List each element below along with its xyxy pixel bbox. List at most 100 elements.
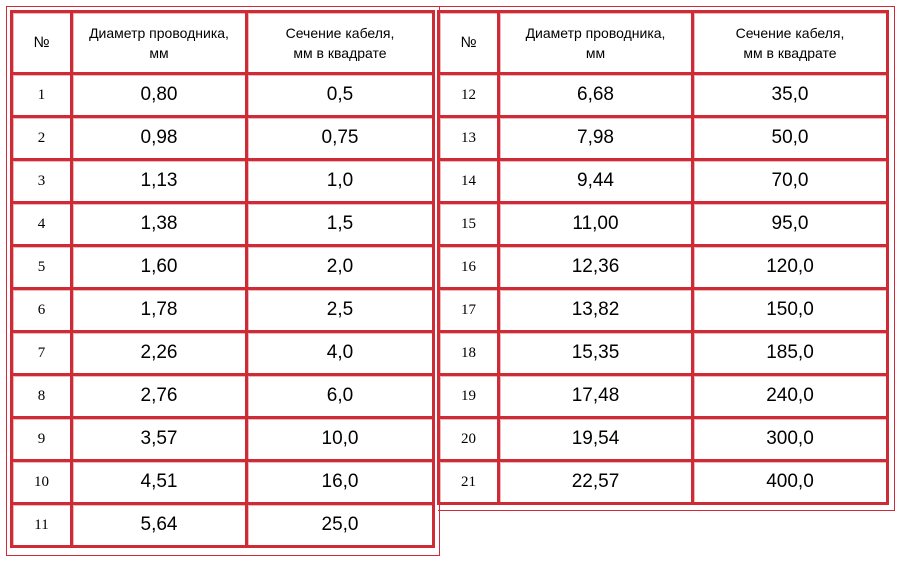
- section-value: 400,0: [694, 462, 889, 505]
- row-number: 7: [10, 333, 73, 376]
- table-row: 8 2,76 6,0: [10, 376, 435, 419]
- header-section-line1: Сечение кабеля,: [735, 24, 845, 41]
- diameter-value: 1,60: [73, 247, 248, 290]
- header-section-line1: Сечение кабеля,: [285, 24, 395, 41]
- header-number: №: [437, 10, 500, 75]
- header-section: Сечение кабеля, мм в квадрате: [694, 10, 889, 75]
- row-number: 2: [10, 118, 73, 161]
- table-row: 7 2,26 4,0: [10, 333, 435, 376]
- header-diameter-line1: Диаметр проводника,: [89, 24, 229, 41]
- table-row: 3 1,13 1,0: [10, 161, 435, 204]
- row-number: 4: [10, 204, 73, 247]
- cable-table-right: № Диаметр проводника, мм Сечение кабеля,…: [437, 10, 889, 505]
- diameter-value: 19,54: [500, 419, 694, 462]
- section-value: 0,75: [248, 118, 435, 161]
- row-number: 6: [10, 290, 73, 333]
- row-number: 1: [10, 75, 73, 118]
- diameter-value: 12,36: [500, 247, 694, 290]
- table-row: 21 22,57 400,0: [437, 462, 889, 505]
- section-value: 150,0: [694, 290, 889, 333]
- row-number: 12: [437, 75, 500, 118]
- table-row: 5 1,60 2,0: [10, 247, 435, 290]
- row-number: 5: [10, 247, 73, 290]
- row-number: 19: [437, 376, 500, 419]
- section-value: 35,0: [694, 75, 889, 118]
- header-diameter-line2: мм: [149, 44, 169, 61]
- section-value: 2,0: [248, 247, 435, 290]
- row-number: 15: [437, 204, 500, 247]
- section-value: 300,0: [694, 419, 889, 462]
- header-section-line2: мм в квадрате: [293, 44, 387, 61]
- table-row: 20 19,54 300,0: [437, 419, 889, 462]
- table-row: 18 15,35 185,0: [437, 333, 889, 376]
- row-number: 17: [437, 290, 500, 333]
- diameter-value: 15,35: [500, 333, 694, 376]
- table-row: 17 13,82 150,0: [437, 290, 889, 333]
- header-row: № Диаметр проводника, мм Сечение кабеля,…: [10, 10, 435, 75]
- table-row: 10 4,51 16,0: [10, 462, 435, 505]
- diameter-value: 4,51: [73, 462, 248, 505]
- section-value: 6,0: [248, 376, 435, 419]
- diameter-value: 0,80: [73, 75, 248, 118]
- diameter-value: 1,78: [73, 290, 248, 333]
- header-diameter: Диаметр проводника, мм: [73, 10, 248, 75]
- table-row: 4 1,38 1,5: [10, 204, 435, 247]
- header-section-line2: мм в квадрате: [743, 44, 837, 61]
- row-number: 13: [437, 118, 500, 161]
- row-number: 18: [437, 333, 500, 376]
- row-number: 9: [10, 419, 73, 462]
- section-value: 95,0: [694, 204, 889, 247]
- table-row: 11 5,64 25,0: [10, 505, 435, 548]
- section-value: 1,0: [248, 161, 435, 204]
- row-number: 14: [437, 161, 500, 204]
- header-diameter: Диаметр проводника, мм: [500, 10, 694, 75]
- diameter-value: 1,13: [73, 161, 248, 204]
- section-value: 240,0: [694, 376, 889, 419]
- section-value: 1,5: [248, 204, 435, 247]
- header-number: №: [10, 10, 73, 75]
- diameter-value: 5,64: [73, 505, 248, 548]
- section-value: 2,5: [248, 290, 435, 333]
- row-number: 21: [437, 462, 500, 505]
- table-row: 16 12,36 120,0: [437, 247, 889, 290]
- diameter-value: 6,68: [500, 75, 694, 118]
- diameter-value: 17,48: [500, 376, 694, 419]
- table-row: 14 9,44 70,0: [437, 161, 889, 204]
- diameter-value: 7,98: [500, 118, 694, 161]
- row-number: 3: [10, 161, 73, 204]
- section-value: 25,0: [248, 505, 435, 548]
- table-row: 2 0,98 0,75: [10, 118, 435, 161]
- diameter-value: 2,76: [73, 376, 248, 419]
- header-diameter-line1: Диаметр проводника,: [525, 24, 666, 41]
- diameter-value: 0,98: [73, 118, 248, 161]
- header-diameter-line2: мм: [585, 44, 606, 61]
- section-value: 16,0: [248, 462, 435, 505]
- cable-table-left: № Диаметр проводника, мм Сечение кабеля,…: [10, 10, 435, 548]
- diameter-value: 13,82: [500, 290, 694, 333]
- diameter-value: 11,00: [500, 204, 694, 247]
- table-row: 15 11,00 95,0: [437, 204, 889, 247]
- row-number: 11: [10, 505, 73, 548]
- diameter-value: 1,38: [73, 204, 248, 247]
- section-value: 10,0: [248, 419, 435, 462]
- table-row: 19 17,48 240,0: [437, 376, 889, 419]
- row-number: 10: [10, 462, 73, 505]
- header-section: Сечение кабеля, мм в квадрате: [248, 10, 435, 75]
- diameter-value: 22,57: [500, 462, 694, 505]
- row-number: 16: [437, 247, 500, 290]
- row-number: 8: [10, 376, 73, 419]
- table-row: 6 1,78 2,5: [10, 290, 435, 333]
- table-row: 1 0,80 0,5: [10, 75, 435, 118]
- row-number: 20: [437, 419, 500, 462]
- table-row: 13 7,98 50,0: [437, 118, 889, 161]
- diameter-value: 9,44: [500, 161, 694, 204]
- header-row: № Диаметр проводника, мм Сечение кабеля,…: [437, 10, 889, 75]
- diameter-value: 3,57: [73, 419, 248, 462]
- section-value: 50,0: [694, 118, 889, 161]
- section-value: 0,5: [248, 75, 435, 118]
- section-value: 4,0: [248, 333, 435, 376]
- section-value: 70,0: [694, 161, 889, 204]
- section-value: 185,0: [694, 333, 889, 376]
- section-value: 120,0: [694, 247, 889, 290]
- table-row: 9 3,57 10,0: [10, 419, 435, 462]
